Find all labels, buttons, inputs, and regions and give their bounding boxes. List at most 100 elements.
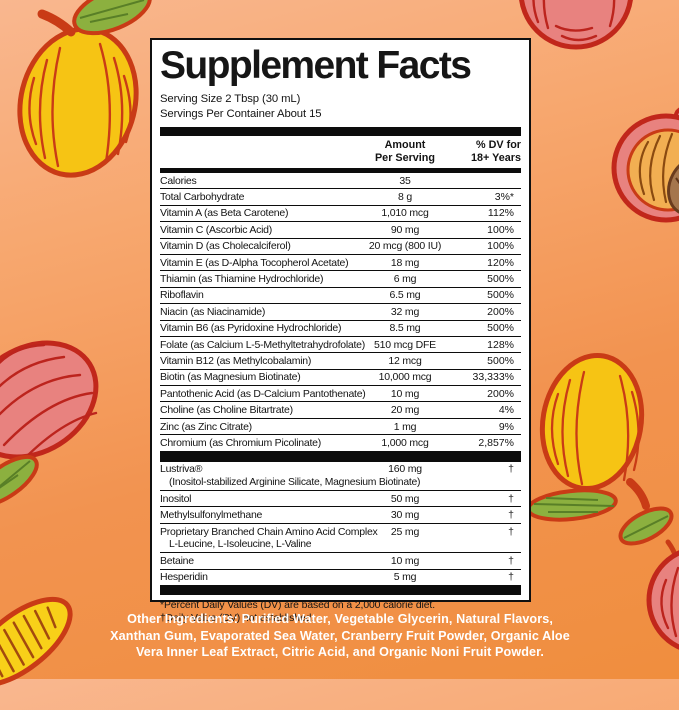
nutrient-name: Vitamin A (as Beta Carotene) bbox=[160, 207, 289, 220]
nutrient-name: Hesperidin bbox=[160, 571, 208, 584]
nutrient-amount: 30 mg bbox=[390, 509, 420, 522]
table-row: Folate (as Calcium L-5-Methyltetrahydrof… bbox=[160, 335, 521, 352]
nutrient-amount: 8.5 mg bbox=[389, 322, 421, 335]
nutrient-name: Niacin (as Niacinamide) bbox=[160, 305, 266, 318]
dv-column-header: % DV for 18+ Years bbox=[471, 139, 521, 164]
nutrient-amount: 20 mcg (800 IU) bbox=[368, 240, 442, 253]
amount-column-header: Amount Per Serving bbox=[374, 139, 435, 164]
nutrient-amount: 1,000 mcg bbox=[381, 436, 429, 449]
nutrient-amount: 35 bbox=[399, 174, 411, 187]
table-row: Vitamin C (Ascorbic Acid) 90 mg 100% bbox=[160, 221, 521, 237]
panel-title: Supplement Facts bbox=[160, 44, 472, 87]
section-divider bbox=[160, 584, 521, 595]
table-row: Pantothenic Acid (as D-Calcium Pantothen… bbox=[160, 385, 521, 401]
nutrient-dv: † bbox=[508, 554, 514, 567]
nutrient-amount: 8 g bbox=[398, 191, 412, 204]
nutrient-amount: 10 mg bbox=[390, 387, 420, 400]
nutrient-dv: † bbox=[508, 509, 514, 522]
footnote-dagger: †Daily Value (DV) not established. bbox=[160, 613, 315, 625]
nutrient-name: Betaine bbox=[160, 554, 194, 567]
thick-divider-top bbox=[160, 127, 521, 136]
peach-bottom-right-illustration bbox=[618, 506, 679, 650]
table-row: Proprietary Branched Chain Amino Acid Co… bbox=[160, 522, 521, 552]
medium-divider-header bbox=[160, 168, 521, 173]
nutrient-dv: 9% bbox=[498, 420, 514, 433]
nutrient-amount: 1 mg bbox=[393, 420, 417, 433]
table-row: Biotin (as Magnesium Biotinate) 10,000 m… bbox=[160, 368, 521, 385]
footnotes: *Percent Daily Values (DV) are based on … bbox=[160, 595, 521, 626]
nutrient-dv: 200% bbox=[487, 387, 514, 400]
table-row: Riboflavin 6.5 mg 500% bbox=[160, 286, 521, 303]
nutrient-amount: 6.5 mg bbox=[389, 289, 421, 302]
nutrient-name: Calories bbox=[160, 174, 197, 187]
nutrient-name: Folate (as Calcium L-5-Methyltetrahydrof… bbox=[160, 338, 366, 351]
nutrient-amount: 25 mg bbox=[390, 525, 420, 538]
table-row: Betaine 10 mg † bbox=[160, 552, 521, 568]
table-row: Vitamin E (as D-Alpha Tocopherol Acetate… bbox=[160, 253, 521, 270]
nutrient-dv: † bbox=[508, 492, 514, 505]
nutrient-amount: 10 mg bbox=[390, 554, 420, 567]
table-row: Calories 35 bbox=[160, 173, 521, 188]
table-row: Lustriva® 160 mg † (Inositol-stabilized … bbox=[160, 460, 521, 490]
peach-pit bbox=[667, 155, 679, 217]
mango-slice-bottom-left-illustration bbox=[0, 596, 73, 688]
nutrient-name: Vitamin B12 (as Methylcobalamin) bbox=[160, 354, 312, 367]
section-divider bbox=[160, 450, 521, 461]
nutrient-name: Biotin (as Magnesium Biotinate) bbox=[160, 371, 301, 384]
peach-leaf bbox=[618, 506, 674, 546]
nutrient-amount: 50 mg bbox=[390, 492, 420, 505]
nutrient-amount: 12 mcg bbox=[388, 354, 422, 367]
other-ingredients-text: Other Ingredients: Purified Water, Veget… bbox=[110, 612, 570, 660]
nutrient-dv: 112% bbox=[487, 207, 514, 220]
row-subtext: L-Leucine, L-Isoleucine, L-Valine bbox=[169, 539, 312, 551]
nutrient-amount: 90 mg bbox=[390, 223, 420, 236]
table-row: Niacin (as Niacinamide) 32 mg 200% bbox=[160, 303, 521, 319]
table-row: Total Carbohydrate 8 g 3%* bbox=[160, 188, 521, 204]
nutrient-name: Methylsulfonylmethane bbox=[160, 509, 263, 522]
nutrient-name: Thiamin (as Thiamine Hydrochloride) bbox=[160, 273, 324, 286]
serving-size-text: Serving Size 2 Tbsp (30 mL) bbox=[160, 93, 301, 105]
nutrient-amount: 18 mg bbox=[390, 256, 420, 269]
nutrient-dv: 100% bbox=[487, 240, 514, 253]
nutrient-name: Total Carbohydrate bbox=[160, 191, 245, 204]
product-label-image: { "label": { "title": "Supplement Facts"… bbox=[0, 0, 679, 688]
nutrient-name: Vitamin C (Ascorbic Acid) bbox=[160, 223, 273, 236]
mango-right-illustration bbox=[528, 352, 650, 522]
nutrient-dv: 128% bbox=[487, 338, 514, 351]
nutrient-dv: 500% bbox=[487, 354, 514, 367]
nutrient-dv: 33,333% bbox=[472, 371, 514, 384]
nutrient-amount: 10,000 mcg bbox=[378, 371, 432, 384]
nutrient-dv: 200% bbox=[487, 305, 514, 318]
nutrient-amount: 160 mg bbox=[388, 463, 422, 476]
nutrient-rows: Calories 35 Total Carbohydrate 8 g 3%* V… bbox=[160, 173, 521, 595]
nutrient-dv: † bbox=[508, 463, 514, 476]
table-row: Vitamin D (as Cholecalciferol) 20 mcg (8… bbox=[160, 237, 521, 254]
nutrient-amount: 5 mg bbox=[393, 571, 417, 584]
nutrient-amount: 32 mg bbox=[390, 305, 420, 318]
nutrient-dv: 120% bbox=[487, 256, 514, 269]
nutrient-dv: 2,857% bbox=[478, 436, 514, 449]
mango-leaf bbox=[72, 0, 152, 36]
table-row: Vitamin A (as Beta Carotene) 1,010 mcg 1… bbox=[160, 204, 521, 221]
peach-left-illustration bbox=[0, 340, 99, 508]
mango-stem bbox=[37, 9, 76, 37]
nutrient-name: Choline (as Choline Bitartrate) bbox=[160, 404, 293, 417]
table-row: Inositol 50 mg † bbox=[160, 490, 521, 506]
peach-leaf bbox=[0, 454, 39, 508]
servings-per-container-text: Servings Per Container About 15 bbox=[160, 108, 322, 120]
nutrient-name: Proprietary Branched Chain Amino Acid Co… bbox=[160, 525, 378, 538]
nutrient-dv: † bbox=[508, 571, 514, 584]
nutrient-dv: 500% bbox=[487, 322, 514, 335]
peach-top-right-illustration bbox=[519, 0, 633, 50]
table-row: Hesperidin 5 mg † bbox=[160, 568, 521, 585]
nutrient-dv: 100% bbox=[487, 223, 514, 236]
footnote-daily-values: *Percent Daily Values (DV) are based on … bbox=[160, 599, 435, 611]
nutrient-name: Pantothenic Acid (as D-Calcium Pantothen… bbox=[160, 387, 366, 400]
nutrient-name: Chromium (as Chromium Picolinate) bbox=[160, 436, 321, 449]
table-row: Vitamin B12 (as Methylcobalamin) 12 mcg … bbox=[160, 352, 521, 368]
nutrient-name: Inositol bbox=[160, 492, 192, 505]
table-row: Vitamin B6 (as Pyridoxine Hydrochloride)… bbox=[160, 319, 521, 336]
mango-stem bbox=[626, 478, 650, 510]
nutrient-name: Vitamin E (as D-Alpha Tocopherol Acetate… bbox=[160, 256, 349, 269]
table-row: Chromium (as Chromium Picolinate) 1,000 … bbox=[160, 434, 521, 450]
